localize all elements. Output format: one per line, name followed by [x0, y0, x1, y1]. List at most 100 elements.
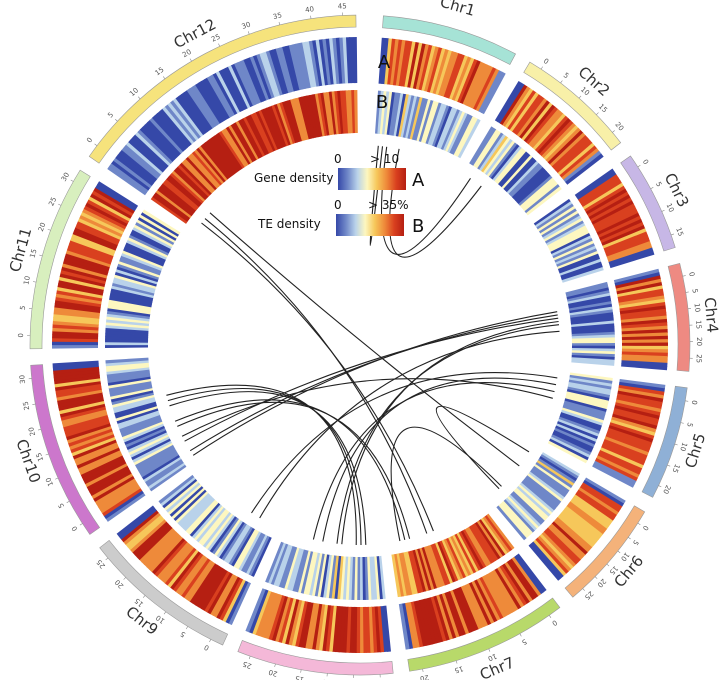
te-density-bin — [139, 214, 178, 239]
gene-density-bin — [467, 64, 491, 108]
tick-mark — [674, 443, 678, 446]
gene-density-bin — [494, 80, 523, 123]
gene-density-bin — [154, 112, 188, 150]
te-density-bin — [566, 388, 610, 402]
gene-density-bin — [557, 514, 595, 548]
gene-density-bin — [318, 39, 329, 86]
te-density-bin — [342, 90, 349, 134]
te-density-bin — [476, 520, 503, 558]
gene-density-bin — [151, 115, 186, 152]
gene-density-bin — [246, 57, 267, 102]
gene-density-bin — [259, 52, 278, 98]
te-density-bin — [233, 528, 257, 568]
te-density-letter: B — [412, 216, 424, 237]
gene-density-bin — [60, 406, 107, 421]
gene-density-bin — [53, 306, 101, 316]
gene-density-bin — [593, 460, 637, 485]
te-density-bin — [533, 198, 571, 226]
te-density-bin — [243, 533, 266, 574]
tick-label: 0 — [542, 57, 550, 66]
te-density-bin — [522, 478, 558, 509]
gene-density-bin — [427, 47, 443, 93]
te-density-bin — [130, 231, 171, 254]
gene-density-bin — [282, 46, 298, 92]
tick-label: 20 — [419, 673, 429, 680]
te-density-bin — [122, 421, 164, 440]
te-density-bin — [105, 321, 149, 329]
te-density-bin — [555, 423, 597, 443]
gene-density-bin — [172, 552, 204, 592]
tick-label: 20 — [596, 577, 608, 589]
gene-density-bin — [59, 272, 106, 288]
gene-density-bin — [249, 55, 270, 101]
gene-density-bin — [480, 71, 506, 115]
te-density-bin — [531, 467, 568, 496]
gene-density-bin — [438, 593, 457, 639]
tick-label: 0 — [690, 400, 699, 406]
gene-density-bin — [186, 88, 216, 129]
te-density-bin — [158, 474, 195, 504]
gene-density-bin — [52, 363, 99, 371]
te-density-bin — [109, 383, 152, 395]
te-density-bin — [542, 215, 582, 240]
gene-density-bin — [141, 529, 177, 565]
te-density-bin — [560, 409, 603, 427]
gene-density-min: 0 — [334, 152, 342, 166]
gene-density-bin — [470, 65, 494, 109]
gene-density-bin — [381, 38, 390, 85]
gene-density-bin — [75, 223, 120, 246]
te-density-bin — [106, 318, 150, 327]
te-density-bin — [175, 491, 209, 524]
te-density-bin — [441, 539, 461, 581]
te-density-bin — [486, 140, 516, 177]
gene-density-bin — [618, 295, 665, 307]
te-density-bin — [123, 423, 165, 443]
gene-density-bin — [566, 503, 606, 535]
te-density-bin — [314, 93, 326, 137]
te-density-bin — [107, 307, 151, 317]
gene-density-bin — [537, 118, 572, 155]
tick-label: 5 — [19, 305, 27, 310]
gene-density-bin — [446, 54, 466, 99]
gene-density-bin — [83, 460, 127, 485]
gene-density-bin — [398, 603, 410, 650]
tick-label: 35 — [272, 11, 283, 21]
te-density-bin — [561, 264, 603, 281]
gene-density-bin — [607, 244, 653, 263]
te-density-bin — [112, 394, 155, 408]
tick-mark — [685, 400, 689, 402]
te-density-bin — [198, 508, 228, 545]
gene-density-bin — [55, 296, 102, 308]
te-density-bin — [337, 90, 344, 134]
tick-label: 5 — [57, 502, 66, 510]
tick-label: 20 — [613, 121, 625, 133]
te-density-bin — [386, 92, 396, 136]
gene-density-bin — [261, 593, 280, 639]
te-density-bin — [273, 544, 291, 586]
gene-density-bin — [115, 154, 154, 186]
gene-density-bin — [620, 308, 667, 318]
gene-density-bin — [62, 262, 108, 279]
tick-label: 15 — [670, 463, 681, 474]
gene-density-bin — [79, 452, 123, 475]
te-density-bin — [116, 266, 159, 283]
gene-density-bin — [547, 130, 584, 165]
gene-density-bin — [55, 293, 102, 305]
gene-density-bin — [255, 591, 274, 636]
te-density-bin — [407, 550, 421, 594]
te-density-bin — [131, 438, 171, 461]
gene-density-bin — [335, 606, 343, 653]
te-density-bin — [569, 377, 613, 388]
te-density-bin — [532, 465, 570, 494]
te-density-bin — [541, 452, 581, 477]
te-density-bin — [400, 94, 413, 138]
synteny-link — [181, 378, 553, 437]
te-density-bin — [230, 123, 255, 163]
tick-mark — [189, 58, 192, 62]
te-density-bin — [541, 213, 580, 238]
gene-density-bin — [619, 305, 666, 315]
gene-density-bin — [101, 487, 143, 517]
te-density-bin — [501, 500, 533, 535]
gene-density-bin — [237, 60, 259, 105]
te-density-bin — [105, 359, 149, 367]
